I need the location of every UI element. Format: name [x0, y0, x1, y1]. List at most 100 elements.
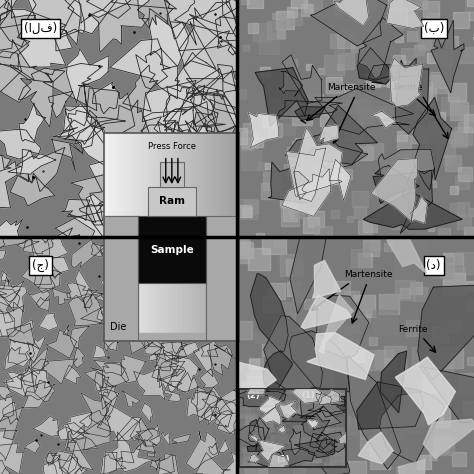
Polygon shape	[134, 369, 165, 400]
Polygon shape	[31, 219, 50, 256]
Polygon shape	[217, 296, 230, 322]
Polygon shape	[97, 289, 137, 327]
Polygon shape	[0, 0, 30, 58]
Polygon shape	[95, 373, 109, 391]
Polygon shape	[55, 211, 111, 268]
Polygon shape	[38, 264, 55, 289]
Polygon shape	[202, 387, 233, 416]
Polygon shape	[227, 266, 240, 288]
Polygon shape	[378, 149, 435, 177]
Polygon shape	[183, 239, 191, 248]
Polygon shape	[6, 357, 35, 397]
Polygon shape	[0, 430, 17, 461]
Polygon shape	[423, 419, 474, 458]
Polygon shape	[154, 352, 173, 371]
Polygon shape	[84, 294, 92, 308]
Polygon shape	[43, 268, 62, 277]
Polygon shape	[204, 407, 220, 425]
Polygon shape	[290, 200, 328, 314]
Polygon shape	[112, 432, 134, 463]
Polygon shape	[81, 393, 112, 425]
Text: Sample: Sample	[150, 245, 194, 255]
Polygon shape	[235, 403, 280, 444]
Polygon shape	[91, 243, 102, 257]
Polygon shape	[70, 421, 110, 450]
Polygon shape	[168, 381, 182, 392]
Polygon shape	[269, 454, 288, 474]
Polygon shape	[89, 155, 164, 228]
Polygon shape	[115, 239, 134, 259]
Polygon shape	[149, 329, 165, 348]
Polygon shape	[302, 131, 367, 170]
Polygon shape	[312, 260, 341, 298]
Polygon shape	[0, 222, 29, 247]
Polygon shape	[289, 331, 349, 392]
Polygon shape	[104, 336, 119, 351]
Polygon shape	[310, 425, 350, 474]
Polygon shape	[172, 341, 187, 354]
Polygon shape	[101, 283, 114, 298]
Polygon shape	[64, 365, 81, 384]
Polygon shape	[46, 329, 77, 358]
Polygon shape	[133, 322, 164, 349]
Polygon shape	[146, 261, 188, 295]
Polygon shape	[195, 255, 219, 273]
Text: (الف): (الف)	[24, 22, 57, 35]
Polygon shape	[159, 356, 199, 394]
Polygon shape	[188, 262, 219, 292]
Polygon shape	[67, 441, 93, 474]
Polygon shape	[282, 414, 315, 422]
Polygon shape	[165, 277, 194, 312]
Polygon shape	[70, 326, 89, 348]
Polygon shape	[294, 439, 338, 458]
Polygon shape	[258, 440, 286, 461]
Text: Martensite: Martensite	[327, 83, 375, 92]
Polygon shape	[61, 455, 81, 474]
Polygon shape	[224, 288, 245, 307]
Polygon shape	[167, 227, 182, 239]
Polygon shape	[155, 454, 179, 474]
Polygon shape	[172, 302, 203, 330]
Polygon shape	[0, 306, 24, 336]
Polygon shape	[27, 337, 45, 363]
Polygon shape	[99, 100, 159, 163]
Polygon shape	[307, 333, 374, 379]
Polygon shape	[172, 434, 191, 444]
Polygon shape	[246, 385, 265, 395]
Polygon shape	[0, 276, 24, 302]
Polygon shape	[116, 322, 154, 354]
Polygon shape	[91, 202, 143, 252]
Polygon shape	[113, 418, 140, 441]
Polygon shape	[413, 98, 452, 190]
Polygon shape	[209, 330, 219, 341]
Polygon shape	[164, 301, 201, 322]
Polygon shape	[142, 326, 162, 346]
Polygon shape	[99, 296, 130, 325]
Polygon shape	[316, 295, 369, 359]
Polygon shape	[373, 165, 419, 203]
Polygon shape	[26, 228, 80, 267]
Polygon shape	[386, 0, 424, 28]
Polygon shape	[225, 272, 241, 288]
Polygon shape	[86, 88, 135, 143]
Polygon shape	[11, 64, 65, 127]
Polygon shape	[32, 265, 51, 284]
Polygon shape	[167, 199, 202, 241]
Polygon shape	[121, 231, 136, 243]
Polygon shape	[92, 82, 119, 114]
Polygon shape	[235, 401, 283, 454]
Polygon shape	[248, 419, 262, 450]
Polygon shape	[141, 121, 181, 147]
Polygon shape	[196, 386, 218, 422]
Polygon shape	[217, 412, 241, 434]
Polygon shape	[61, 200, 90, 220]
Polygon shape	[147, 452, 156, 456]
Polygon shape	[419, 366, 474, 423]
Polygon shape	[80, 410, 111, 437]
Polygon shape	[36, 297, 50, 311]
Polygon shape	[248, 424, 342, 458]
Polygon shape	[214, 345, 238, 360]
Polygon shape	[222, 0, 261, 38]
Polygon shape	[35, 380, 55, 402]
Polygon shape	[279, 401, 298, 419]
